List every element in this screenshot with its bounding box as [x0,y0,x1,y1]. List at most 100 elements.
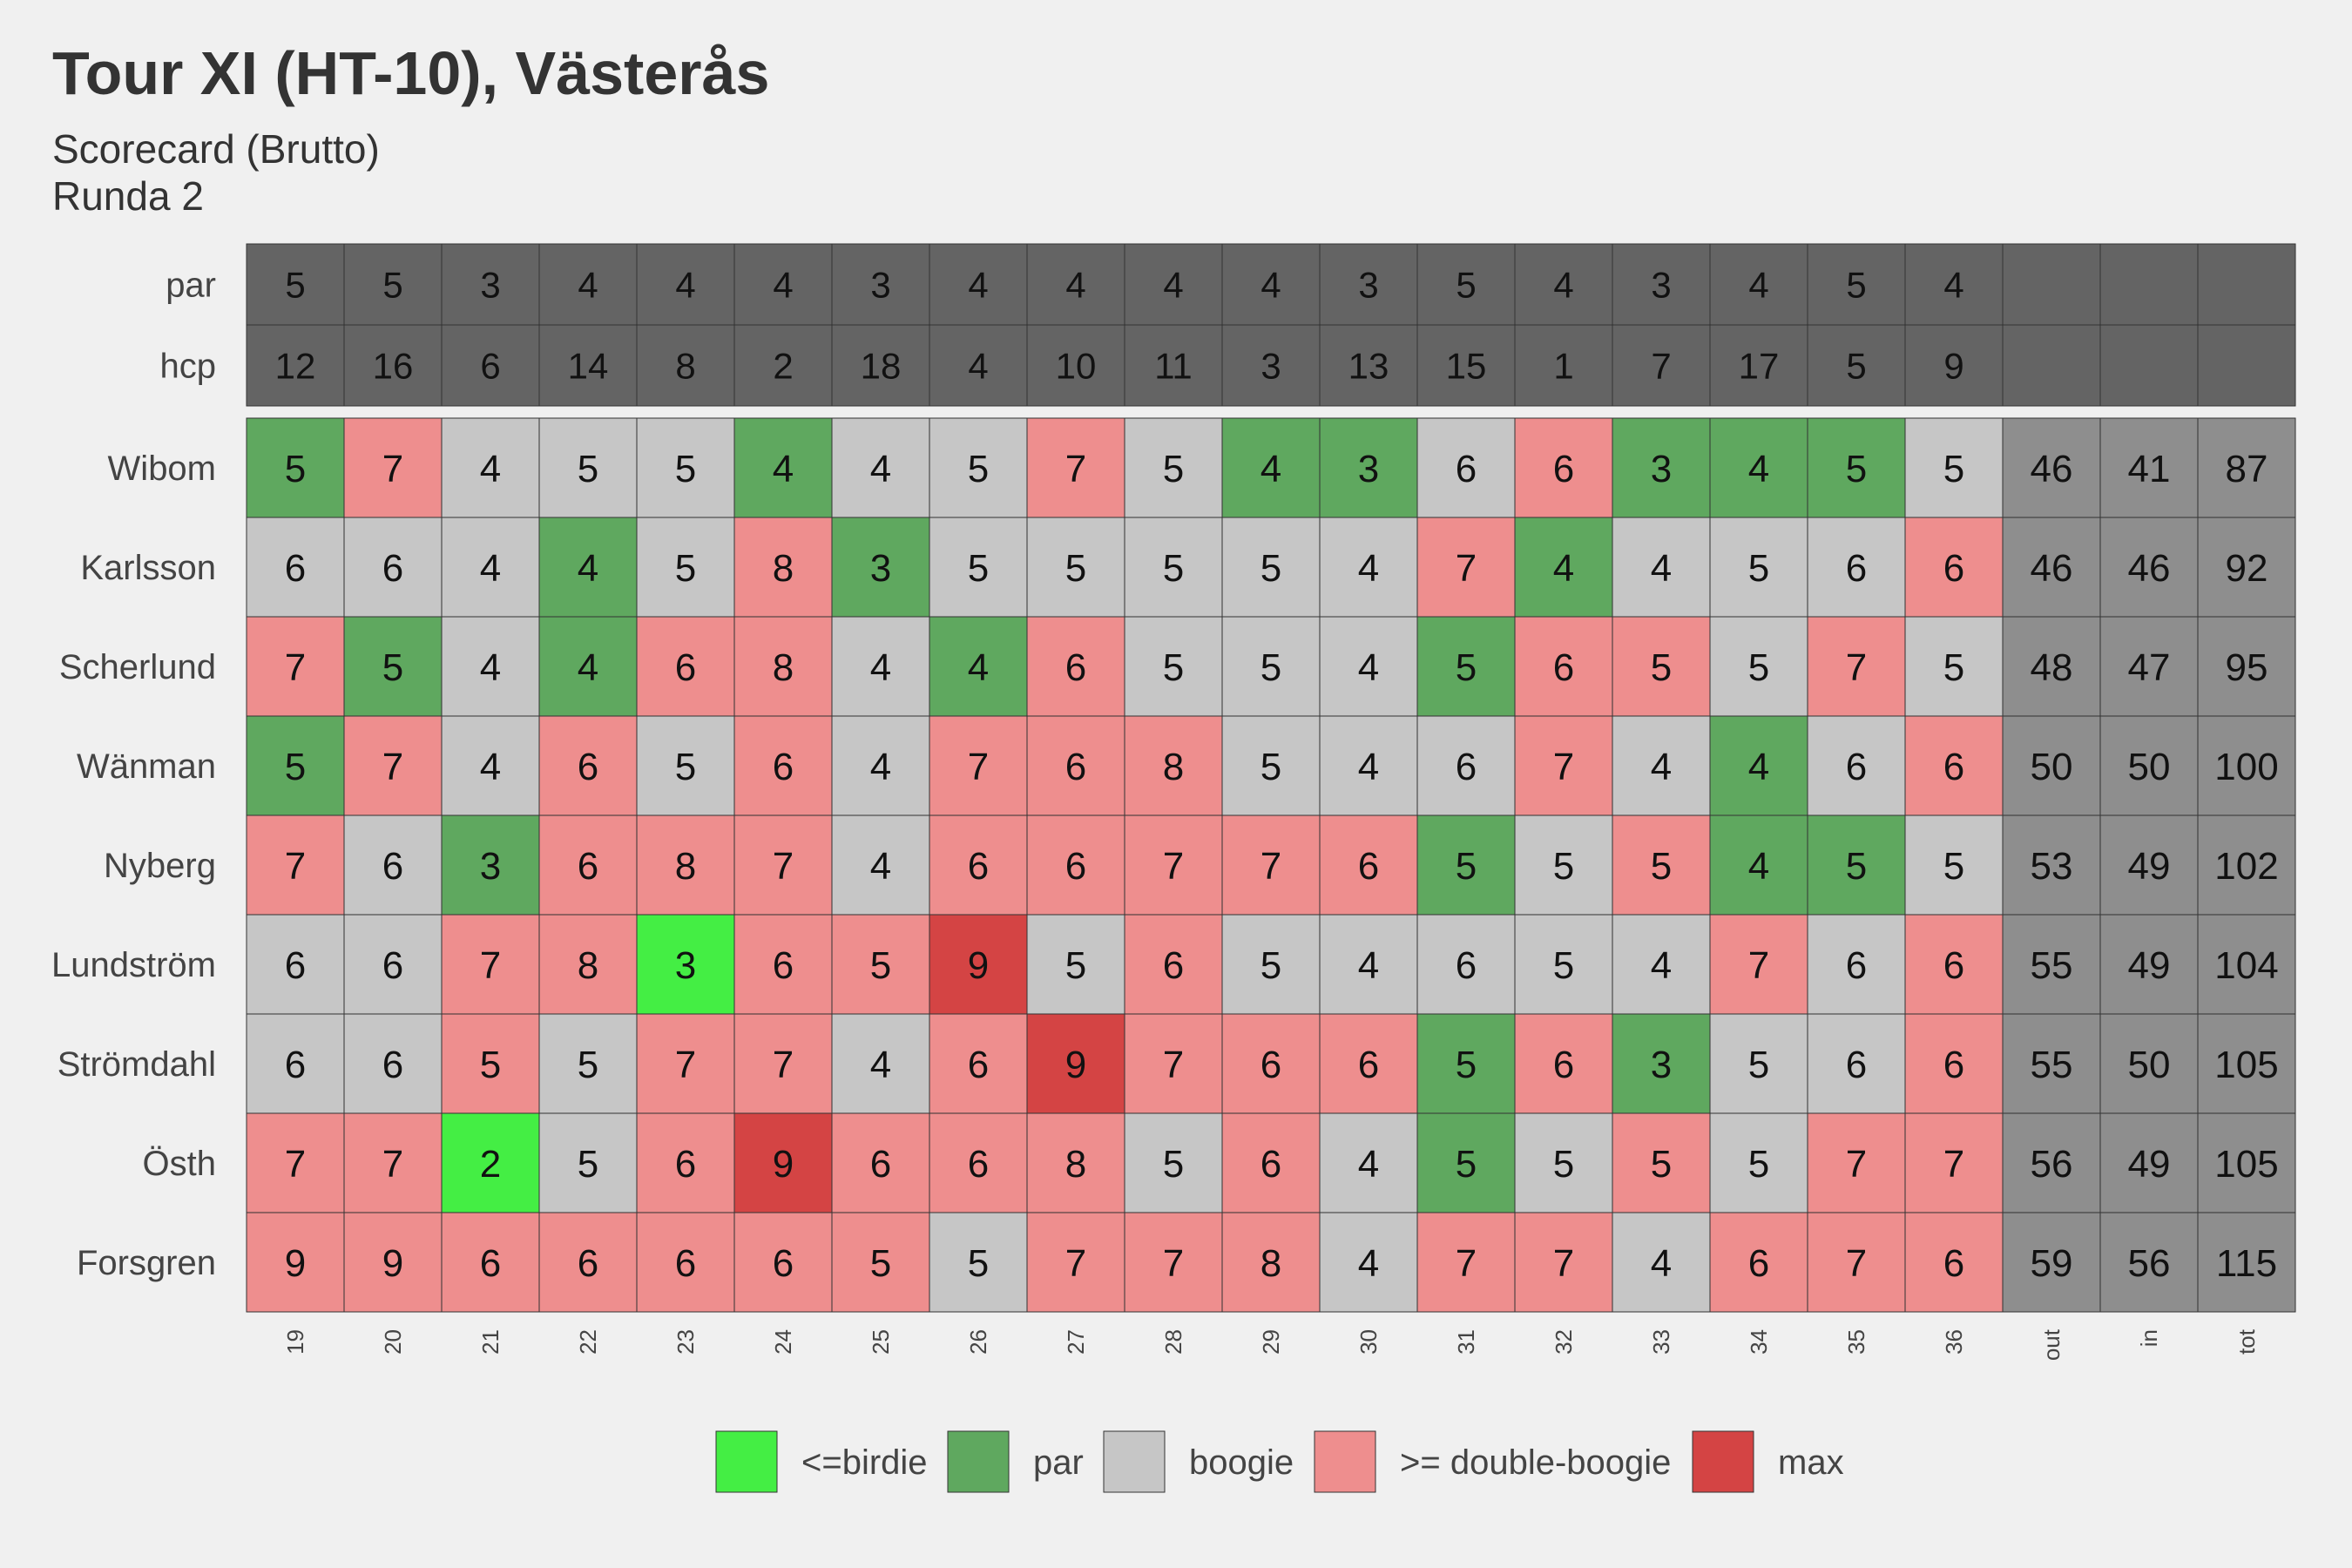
score-cell-bog [441,417,540,518]
header-cell [441,324,540,407]
score-value: 5 [1553,1143,1574,1186]
header-cell [831,243,930,326]
header-cell [538,324,638,407]
score-cell-par [1221,417,1321,518]
header-cell [1904,243,2004,326]
header-value-par: 4 [675,265,695,306]
score-value: 5 [1065,944,1086,987]
total-value-out: 55 [2031,944,2073,987]
score-cell-bog [1416,715,1516,816]
score-value: 5 [285,448,306,490]
score-value: 4 [870,1044,891,1086]
score-cell-bog [1612,914,1711,1015]
header-value-par: 5 [1846,265,1866,306]
score-value: 6 [675,1143,696,1186]
score-value: 6 [968,1143,989,1186]
x-tick-label: 31 [1453,1329,1479,1355]
score-cell-dbl [538,1212,638,1313]
total-cell-tot [2197,715,2296,816]
total-value-tot: 102 [2214,845,2278,888]
score-cell-dbl [1807,1212,1906,1313]
header-value-hcp: 7 [1651,346,1671,387]
score-value: 9 [1065,1044,1086,1086]
total-value-in: 46 [2128,547,2171,590]
score-value: 6 [773,1242,794,1285]
score-value: 4 [1358,646,1379,689]
score-cell-bog [343,914,443,1015]
header-value-hcp: 6 [480,346,500,387]
score-value: 8 [1065,1143,1086,1186]
x-tick-label: 19 [282,1329,308,1355]
score-cell-dbl [246,1212,345,1313]
header-value-hcp: 2 [773,346,793,387]
score-cell-bog [831,814,930,916]
header-value-hcp: 13 [1348,346,1389,387]
x-tick-label: 23 [672,1329,699,1355]
header-cell [2099,324,2199,407]
header-cell [1319,243,1418,326]
header-value-hcp: 4 [968,346,988,387]
total-cell-tot [2197,1112,2296,1213]
score-value: 4 [870,448,891,490]
header-cell [1514,324,1613,407]
total-value-out: 46 [2031,547,2073,590]
header-cell [929,324,1028,407]
header-value-par: 4 [1065,265,1085,306]
score-value: 7 [773,1044,794,1086]
score-cell-dbl [1514,417,1613,518]
header-value-par: 4 [1943,265,1963,306]
score-cell-bog [1709,1112,1808,1213]
legend-swatch-par [947,1430,1010,1493]
score-cell-bog [1514,914,1613,1015]
header-value-hcp: 16 [373,346,414,387]
score-value: 5 [1651,845,1672,888]
score-cell-dbl [929,1112,1028,1213]
score-value: 7 [1456,1242,1477,1285]
x-tick-label: out [2038,1328,2065,1361]
header-value-hcp: 5 [1846,346,1866,387]
score-value: 8 [1260,1242,1281,1285]
score-cell-bog [441,517,540,618]
header-cell [1221,324,1321,407]
score-value: 6 [1846,547,1867,590]
score-value: 5 [285,746,306,788]
score-value: 6 [1456,746,1477,788]
score-value: 5 [578,1143,598,1186]
score-cell-bog [1319,1212,1418,1313]
score-value: 4 [578,547,598,590]
score-cell-dbl [441,1013,540,1114]
score-cell-dbl [1709,1212,1808,1313]
header-value-par: 3 [870,265,890,306]
score-cell-dbl [1612,1112,1711,1213]
total-value-out: 46 [2031,448,2073,490]
legend-label-par: par [1033,1443,1084,1482]
score-cell-bog [1124,616,1223,717]
score-cell-dbl [733,715,833,816]
header-value-par: 4 [773,265,793,306]
score-cell-dbl [1026,1112,1125,1213]
score-cell-par [1709,814,1808,916]
score-cell-par [246,417,345,518]
total-value-tot: 100 [2214,746,2278,788]
chart-title: Tour XI (HT-10), Västerås [52,39,770,107]
total-cell-in [2099,1212,2199,1313]
score-value: 7 [675,1044,696,1086]
total-cell-out [2002,517,2101,618]
score-cell-dbl [1319,1013,1418,1114]
score-value: 6 [968,845,989,888]
legend-label-bir: <=birdie [801,1443,928,1482]
score-cell-bog [1807,517,1906,618]
score-value: 6 [968,1044,989,1086]
score-value: 5 [1748,646,1769,689]
header-cell [2197,324,2296,407]
score-value: 4 [480,746,501,788]
score-cell-dbl [1612,616,1711,717]
score-value: 6 [578,1242,598,1285]
score-value: 6 [1846,746,1867,788]
legend-label-dbl: >= double-boogie [1400,1443,1671,1482]
score-cell-dbl [1416,1212,1516,1313]
score-cell-bog [831,616,930,717]
x-tick-label: 27 [1063,1329,1089,1355]
total-value-out: 55 [2031,1044,2073,1086]
score-value: 6 [285,1044,306,1086]
